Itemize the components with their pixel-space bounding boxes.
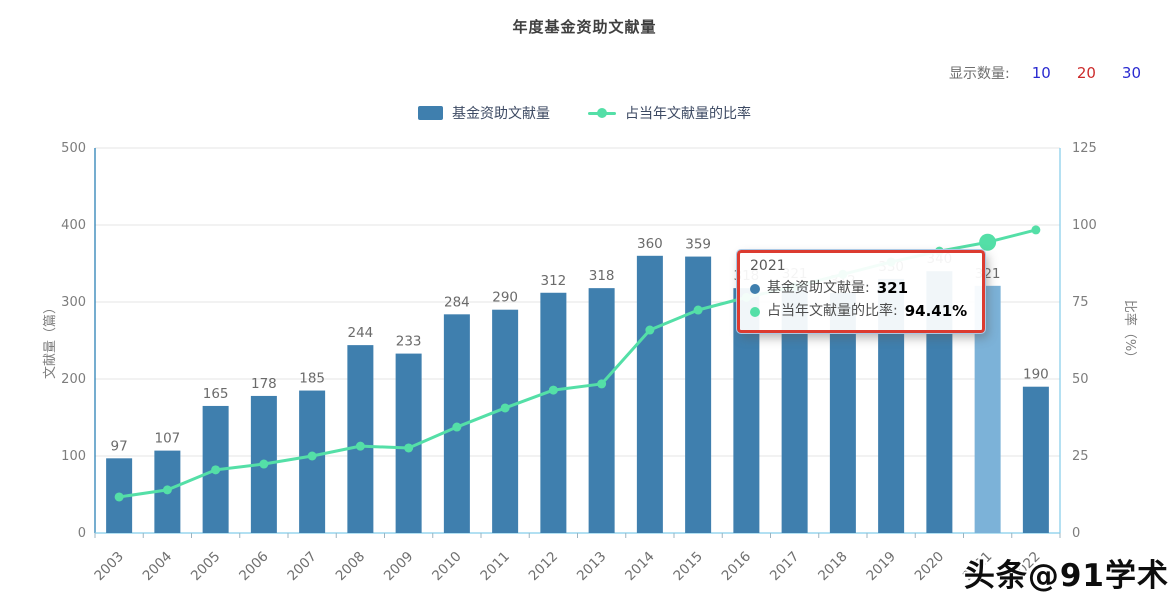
display-count-option-20[interactable]: 20 [1076, 64, 1096, 82]
legend-item-line[interactable]: 占当年文献量的比率 [588, 103, 751, 123]
bar-2015[interactable] [685, 256, 712, 533]
chart-legend: 基金资助文献量 占当年文献量的比率 [0, 103, 1169, 123]
x-axis-label-2015: 2015 [670, 549, 706, 585]
left-axis-tick-label: 200 [61, 372, 86, 387]
bar-value-label-2007: 185 [299, 371, 325, 387]
tooltip-series-value: 321 [876, 279, 909, 297]
x-axis-label-2019: 2019 [863, 549, 899, 585]
x-axis-label-2013: 2013 [574, 549, 610, 585]
x-axis-label-2007: 2007 [284, 549, 320, 585]
x-axis-label-2014: 2014 [622, 549, 658, 585]
ratio-point-2009[interactable] [404, 443, 414, 453]
ratio-point-2022[interactable] [1031, 225, 1041, 235]
right-axis-tick-label: 100 [1072, 218, 1097, 233]
left-axis-tick-label: 0 [78, 526, 86, 541]
bar-value-label-2005: 165 [203, 386, 229, 402]
chart-title: 年度基金资助文献量 [512, 18, 657, 36]
ratio-point-2011[interactable] [500, 403, 510, 413]
left-axis-tick-label: 100 [61, 449, 86, 464]
x-axis-label-2003: 2003 [91, 549, 127, 585]
ratio-point-2005[interactable] [211, 465, 221, 475]
tooltip: 2021 基金资助文献量: 321 占当年文献量的比率: 94.41% [736, 249, 986, 334]
tooltip-year: 2021 [750, 258, 786, 274]
bar-value-label-2012: 312 [540, 273, 566, 289]
ratio-point-2003[interactable] [114, 492, 124, 502]
bar-value-label-2014: 360 [637, 236, 663, 252]
tooltip-series-label: 基金资助文献量: [767, 280, 870, 296]
tooltip-row: 基金资助文献量: 321 [750, 277, 972, 300]
x-axis-label-2012: 2012 [526, 549, 562, 585]
x-axis-label-2011: 2011 [477, 549, 513, 585]
bar-2007[interactable] [299, 390, 326, 533]
right-axis-tick-label: 50 [1072, 372, 1089, 387]
left-axis-tick-label: 300 [61, 295, 86, 310]
bar-value-label-2004: 107 [154, 431, 180, 447]
legend-label: 基金资助文献量 [452, 106, 550, 122]
ratio-point-2021[interactable] [979, 233, 997, 251]
bar-value-label-2009: 233 [396, 334, 422, 350]
tooltip-series-value: 94.41% [904, 302, 968, 320]
tooltip-row: 占当年文献量的比率: 94.41% [750, 300, 972, 323]
ratio-point-2015[interactable] [693, 305, 703, 315]
x-axis-label-2017: 2017 [767, 549, 803, 585]
ratio-point-2006[interactable] [259, 459, 269, 469]
bar-2012[interactable] [540, 292, 567, 533]
display-count-options: 10 20 30 [1032, 64, 1141, 82]
ratio-point-2004[interactable] [162, 485, 172, 495]
bar-value-label-2006: 178 [251, 376, 277, 392]
bar-value-label-2010: 284 [444, 294, 470, 310]
right-axis-tick-label: 0 [1072, 526, 1080, 541]
bar-value-label-2011: 290 [492, 290, 518, 306]
x-axis-label-2005: 2005 [188, 549, 224, 585]
series-marker-icon [750, 283, 760, 294]
right-axis-tick-label: 75 [1072, 295, 1089, 310]
ratio-point-2010[interactable] [452, 422, 462, 432]
left-axis-name: 文献量（篇） [43, 301, 58, 379]
bar-value-label-2008: 244 [347, 325, 373, 341]
display-count-label: 显示数量: [949, 66, 1010, 82]
right-axis-tick-label: 25 [1072, 449, 1089, 464]
ratio-point-2012[interactable] [548, 385, 558, 395]
x-axis-label-2006: 2006 [236, 549, 272, 585]
bar-2013[interactable] [588, 288, 615, 533]
bar-2008[interactable] [347, 345, 374, 533]
bar-value-label-2022: 190 [1023, 367, 1049, 383]
tooltip-rows: 基金资助文献量: 321 占当年文献量的比率: 94.41% [750, 277, 972, 323]
bar-2014[interactable] [636, 255, 663, 534]
watermark: 头条@91学术 [963, 558, 1169, 594]
ratio-point-2013[interactable] [597, 379, 607, 389]
legend-bar-swatch-icon [418, 106, 443, 120]
legend-item-bars[interactable]: 基金资助文献量 [418, 103, 550, 123]
x-axis-label-2018: 2018 [815, 549, 851, 585]
x-axis-label-2020: 2020 [912, 549, 948, 585]
display-count-option-10[interactable]: 10 [1031, 64, 1051, 82]
right-axis-tick-label: 125 [1072, 141, 1097, 156]
bar-value-label-2003: 97 [111, 438, 128, 454]
display-count-option-30[interactable]: 30 [1121, 64, 1141, 82]
bar-value-label-2013: 318 [589, 268, 615, 284]
series-marker-icon [750, 306, 760, 317]
ratio-point-2014[interactable] [645, 325, 655, 335]
ratio-point-2007[interactable] [307, 451, 317, 461]
right-axis-name: 比率（%） [1122, 300, 1138, 364]
tooltip-series-label: 占当年文献量的比率: [767, 303, 898, 319]
x-axis-label-2008: 2008 [333, 549, 369, 585]
x-axis-label-2004: 2004 [140, 549, 176, 585]
ratio-point-2008[interactable] [355, 441, 365, 451]
x-axis-label-2009: 2009 [381, 549, 417, 585]
legend-line-swatch-icon [588, 106, 616, 120]
legend-label: 占当年文献量的比率 [625, 106, 751, 122]
display-count-control: 显示数量: 10 20 30 [949, 63, 1141, 83]
bar-2011[interactable] [492, 309, 519, 533]
x-axis-label-2016: 2016 [719, 549, 755, 585]
x-axis-label-2010: 2010 [429, 549, 465, 585]
left-axis-tick-label: 500 [61, 141, 86, 156]
bar-2022[interactable] [1022, 386, 1049, 533]
left-axis-tick-label: 400 [61, 218, 86, 233]
bar-value-label-2015: 359 [685, 237, 711, 253]
